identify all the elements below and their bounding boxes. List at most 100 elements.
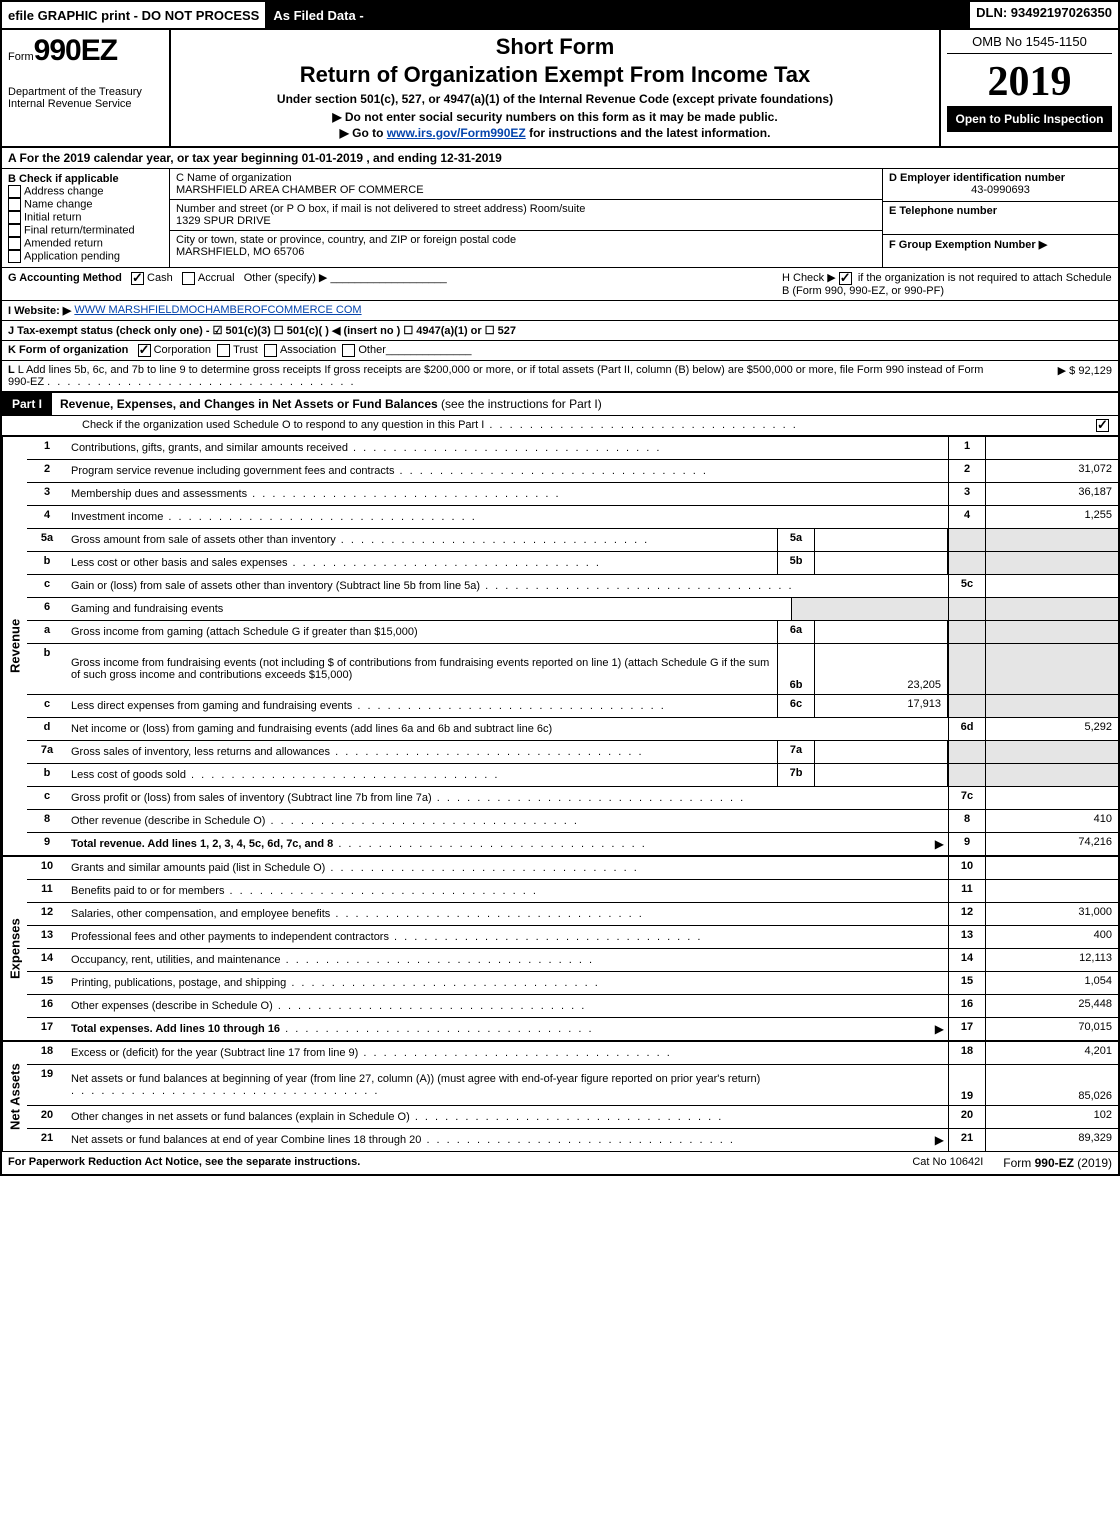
row-rnum: 12 — [948, 903, 986, 925]
row-value-gray — [986, 598, 1118, 620]
row-desc: Gross income from fundraising events (no… — [71, 657, 773, 681]
row-rnum: 15 — [948, 972, 986, 994]
row-rnum-gray — [948, 644, 986, 694]
irs-label: Internal Revenue Service — [8, 98, 163, 110]
check-name-change[interactable]: Name change — [8, 198, 163, 211]
row-desc: Gaming and fundraising events — [71, 603, 223, 615]
check-address-change[interactable]: Address change — [8, 185, 163, 198]
row-rnum: 2 — [948, 460, 986, 482]
footer: For Paperwork Reduction Act Notice, see … — [2, 1151, 1118, 1174]
row-rnum-gray — [948, 741, 986, 763]
row-rnum: 21 — [948, 1129, 986, 1151]
row-subval — [815, 741, 948, 763]
check-amended-return[interactable]: Amended return — [8, 237, 163, 250]
row-num: 7a — [27, 741, 67, 763]
revenue-section: Revenue 1Contributions, gifts, grants, a… — [2, 437, 1118, 857]
website-link[interactable]: WWW MARSHFIELDMOCHAMBEROFCOMMERCE COM — [74, 304, 361, 316]
check-accrual[interactable] — [182, 272, 195, 285]
row-desc: Less cost of goods sold — [71, 769, 186, 781]
row-desc: Total expenses. Add lines 10 through 16 — [71, 1023, 280, 1035]
row-value-gray — [986, 741, 1118, 763]
row-rnum: 3 — [948, 483, 986, 505]
part1-header: Part I Revenue, Expenses, and Changes in… — [2, 393, 1118, 416]
short-form-title: Short Form — [179, 34, 931, 60]
check-schedule-o[interactable] — [1096, 419, 1109, 432]
check-trust[interactable] — [217, 344, 230, 357]
line-g-h: G Accounting Method Cash Accrual Other (… — [2, 268, 1118, 301]
row-num: 6 — [27, 598, 67, 620]
check-initial-return[interactable]: Initial return — [8, 211, 163, 224]
row-desc: Other changes in net assets or fund bala… — [71, 1111, 410, 1123]
row-value-gray — [986, 529, 1118, 551]
address-value: 1329 SPUR DRIVE — [176, 215, 876, 227]
row-rnum-gray — [948, 529, 986, 551]
accrual-label: Accrual — [198, 272, 235, 284]
asfiled-label: As Filed Data - — [267, 2, 371, 28]
row-subval: 17,913 — [815, 695, 948, 717]
row-subval — [815, 529, 948, 551]
trust-label: Trust — [233, 344, 258, 356]
check-final-return[interactable]: Final return/terminated — [8, 224, 163, 237]
header-left: Form990EZ Department of the Treasury Int… — [2, 30, 171, 146]
row-num: 15 — [27, 972, 67, 994]
check-assoc[interactable] — [264, 344, 277, 357]
row-value: 89,329 — [986, 1129, 1118, 1151]
check-cash[interactable] — [131, 272, 144, 285]
row-value: 102 — [986, 1106, 1118, 1128]
expenses-side-label: Expenses — [2, 857, 27, 1040]
row-value: 36,187 — [986, 483, 1118, 505]
address-cell: Number and street (or P O box, if mail i… — [170, 200, 882, 231]
row-desc: Net income or (loss) from gaming and fun… — [71, 723, 552, 735]
row-subval — [815, 552, 948, 574]
row-num: b — [27, 552, 67, 574]
row-subnum: 6b — [777, 644, 815, 694]
check-other-org[interactable] — [342, 344, 355, 357]
ein-label: D Employer identification number — [889, 172, 1112, 184]
part1-title: Revenue, Expenses, and Changes in Net As… — [52, 393, 610, 415]
row-subval: 23,205 — [815, 644, 948, 694]
row-value-gray — [986, 644, 1118, 694]
address-label: Number and street (or P O box, if mail i… — [176, 203, 876, 215]
irs-link[interactable]: www.irs.gov/Form990EZ — [387, 126, 526, 140]
tax-year: 2019 — [947, 58, 1112, 106]
check-corp[interactable] — [138, 344, 151, 357]
row-num: 14 — [27, 949, 67, 971]
row-rnum: 19 — [948, 1065, 986, 1105]
footer-right: Form 990-EZ (2019) — [1003, 1156, 1112, 1170]
row-desc: Program service revenue including govern… — [71, 465, 394, 477]
arrow-icon: ▶ — [935, 837, 944, 851]
row-desc: Net assets or fund balances at end of ye… — [71, 1134, 421, 1146]
row-value: 1,054 — [986, 972, 1118, 994]
group-exempt-label: F Group Exemption Number ▶ — [889, 238, 1112, 251]
row-value: 1,255 — [986, 506, 1118, 528]
expenses-section: Expenses 10 Grants and similar amounts pa… — [2, 857, 1118, 1042]
goto-post: for instructions and the latest informat… — [526, 126, 771, 140]
top-bar-fill — [372, 2, 970, 28]
ein-value: 43-0990693 — [889, 184, 1112, 196]
line-h: H Check ▶ if the organization is not req… — [782, 271, 1112, 297]
row-num: c — [27, 787, 67, 809]
note-goto: ▶ Go to www.irs.gov/Form990EZ for instru… — [179, 126, 931, 140]
arrow-icon: ▶ — [935, 1133, 944, 1147]
row-rnum-gray — [948, 764, 986, 786]
group-exempt-cell: F Group Exemption Number ▶ — [883, 235, 1118, 267]
cash-label: Cash — [147, 272, 173, 284]
other-label: Other (specify) ▶ — [244, 272, 328, 284]
dept-label: Department of the Treasury — [8, 86, 163, 98]
check-application-pending[interactable]: Application pending — [8, 250, 163, 263]
omb-number: OMB No 1545-1150 — [947, 34, 1112, 54]
box-b: B Check if applicable Address change Nam… — [2, 169, 170, 267]
part1-tab: Part I — [2, 393, 52, 415]
row-value-gray — [986, 695, 1118, 717]
row-desc: Grants and similar amounts paid (list in… — [71, 862, 325, 874]
row-subnum: 7a — [777, 741, 815, 763]
row-desc: Less direct expenses from gaming and fun… — [71, 700, 352, 712]
row-num: 10 — [27, 857, 67, 879]
row-value: 400 — [986, 926, 1118, 948]
row-value — [986, 880, 1118, 902]
row-rnum: 11 — [948, 880, 986, 902]
line-j: J Tax-exempt status (check only one) - ☑… — [2, 321, 1118, 341]
row-rnum-gray — [948, 695, 986, 717]
check-h[interactable] — [839, 272, 852, 285]
row-subval — [815, 764, 948, 786]
